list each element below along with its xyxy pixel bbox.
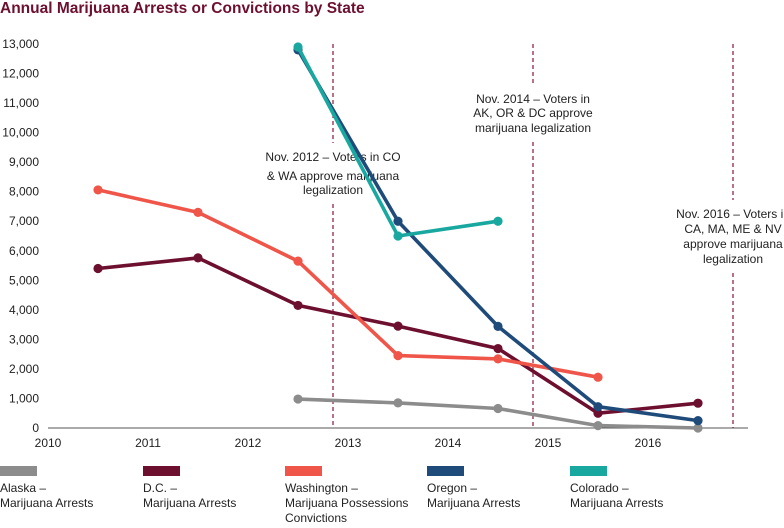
y-tick-label: 10,000	[2, 126, 39, 140]
y-tick-label: 1,000	[9, 391, 39, 405]
y-tick-label: 8,000	[9, 185, 39, 199]
data-point	[493, 216, 503, 226]
chart-title: Annual Marijuana Arrests or Convictions …	[0, 0, 365, 17]
event-annotation: Nov. 2016 – Voters in	[676, 207, 784, 221]
data-point	[693, 416, 703, 426]
x-tick-label: 2010	[35, 436, 62, 450]
data-point	[593, 372, 603, 382]
data-point	[393, 321, 403, 331]
legend-label: Marijuana Arrests	[570, 496, 663, 510]
legend-label: Convictions	[285, 511, 347, 525]
data-point	[493, 343, 503, 354]
legend-swatch	[285, 466, 322, 476]
x-tick-label: 2013	[335, 436, 362, 450]
data-point	[293, 394, 303, 404]
x-tick-label: 2011	[135, 436, 161, 450]
data-point	[393, 216, 403, 226]
x-tick-label: 2014	[435, 436, 462, 450]
data-point	[593, 421, 603, 431]
legend-label: Oregon –	[427, 481, 477, 495]
data-point	[93, 185, 103, 195]
data-point	[593, 402, 603, 412]
y-tick-label: 13,000	[2, 37, 39, 51]
y-tick-label: 2,000	[9, 362, 39, 376]
y-tick-label: 9,000	[9, 155, 39, 169]
legend-swatch	[427, 466, 464, 476]
event-annotation: & WA approve marijuana	[267, 169, 400, 183]
data-point	[193, 207, 203, 217]
data-point	[293, 256, 303, 266]
series-2	[93, 185, 603, 382]
legend-label: Colorado –	[570, 481, 629, 495]
data-point	[293, 42, 303, 52]
x-tick-label: 2016	[635, 436, 662, 450]
event-annotation: legalization	[303, 183, 363, 197]
y-axis-ticks: 0 1,000 2,000 3,000 4,000 5,000 6,000 7,000 8,00…	[2, 37, 39, 435]
data-point	[193, 253, 203, 263]
y-tick-label: 5,000	[9, 273, 39, 287]
data-point	[93, 263, 103, 274]
y-tick-label: 7,000	[9, 214, 39, 228]
legend-label: Marijuana Possessions	[285, 496, 408, 510]
series-0	[293, 394, 703, 433]
data-point	[493, 321, 503, 331]
data-point	[393, 351, 403, 361]
x-axis-ticks: 2010 2011 2012 2013 2014 2015 2016	[35, 436, 662, 450]
y-tick-label: 0	[32, 421, 39, 435]
legend-label: Marijuana Arrests	[427, 496, 520, 510]
data-point	[693, 423, 703, 433]
series-line	[296, 45, 500, 238]
data-point	[293, 300, 303, 311]
legend-swatch	[143, 466, 180, 476]
event-annotation: marijuana legalization	[475, 121, 591, 135]
series-line	[96, 256, 700, 416]
series-lines	[93, 42, 703, 433]
series-1	[93, 253, 703, 418]
legend-swatch	[570, 466, 607, 476]
legend-label: D.C. –	[143, 481, 177, 495]
data-point	[493, 403, 503, 414]
event-annotation: CA, MA, ME & NV	[684, 222, 781, 236]
event-annotation: AK, OR & DC approve	[473, 106, 593, 120]
event-annotation: approve marijuana	[683, 237, 783, 251]
legend-label: Marijuana Arrests	[0, 496, 93, 510]
legend-label: Alaska –	[0, 481, 46, 495]
x-tick-label: 2012	[235, 436, 262, 450]
x-tick-label: 2015	[535, 436, 562, 450]
legend-label: Marijuana Arrests	[143, 496, 236, 510]
event-markers: Nov. 2012 – Voters in CO & WA approve mar…	[265, 44, 784, 428]
event-annotation: Nov. 2014 – Voters in	[476, 92, 590, 106]
data-point	[393, 398, 403, 408]
y-tick-label: 12,000	[2, 67, 39, 81]
y-tick-label: 4,000	[9, 303, 39, 317]
y-tick-label: 6,000	[9, 244, 39, 258]
series-line	[96, 188, 600, 380]
data-point	[393, 231, 403, 241]
legend-label: Washington –	[285, 481, 358, 495]
series-4	[293, 42, 503, 241]
event-annotation: Nov. 2012 – Voters in CO	[265, 150, 400, 164]
event-annotation: legalization	[703, 252, 763, 266]
data-point	[593, 408, 603, 418]
data-point	[493, 354, 503, 364]
legend-swatch	[0, 466, 37, 476]
y-tick-label: 3,000	[9, 332, 39, 346]
data-point	[693, 398, 703, 408]
y-tick-label: 11,000	[3, 96, 39, 110]
